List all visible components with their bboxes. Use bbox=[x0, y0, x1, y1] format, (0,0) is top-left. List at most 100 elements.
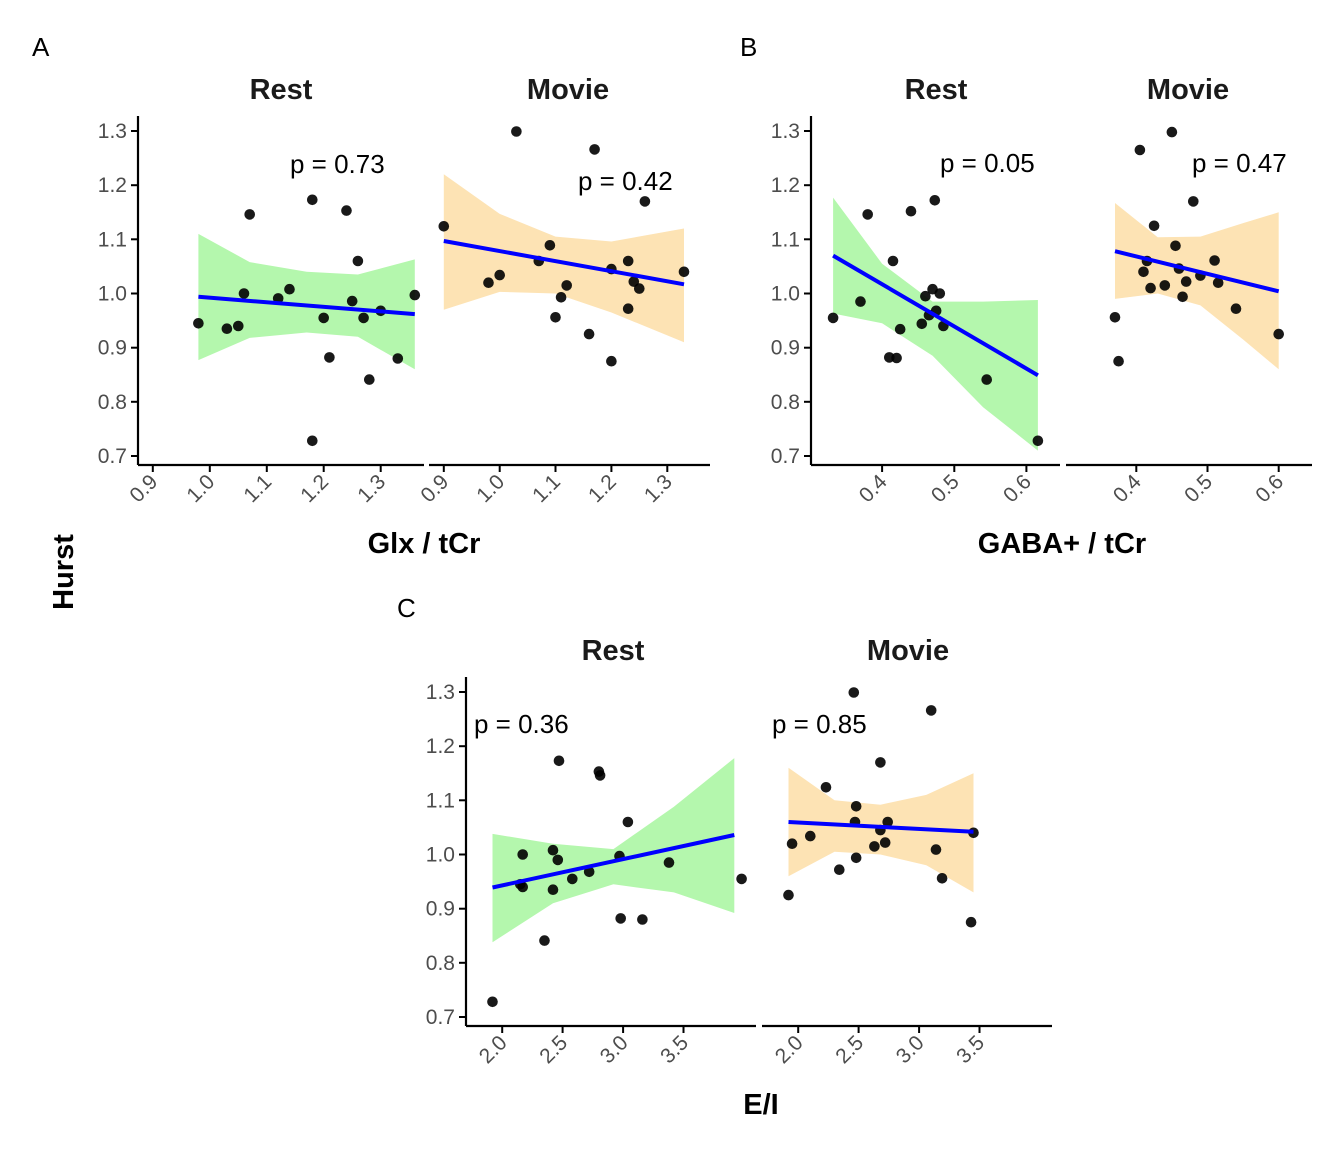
data-point bbox=[639, 196, 651, 207]
data-point bbox=[494, 269, 506, 281]
x-axis-title: GABA+ / tCr bbox=[978, 528, 1146, 560]
regression-line bbox=[492, 833, 735, 890]
y-tick-label: 0.8 bbox=[98, 391, 127, 414]
data-point bbox=[346, 295, 358, 307]
confidence-band bbox=[198, 233, 415, 370]
facet-movie-plot: p = 0.47 0.4 0.5 0.6 bbox=[1066, 126, 1312, 507]
y-tick-label: 0.7 bbox=[771, 445, 800, 468]
data-point bbox=[622, 255, 634, 267]
data-point bbox=[615, 913, 626, 924]
data-point bbox=[1113, 355, 1124, 367]
x-tick-label: 1.3 bbox=[353, 470, 390, 507]
x-tick-label: 0.6 bbox=[1251, 470, 1288, 507]
data-point bbox=[307, 194, 318, 206]
data-point bbox=[887, 255, 899, 267]
confidence-band bbox=[492, 758, 735, 943]
data-point bbox=[882, 816, 893, 828]
data-point bbox=[875, 757, 886, 768]
data-point bbox=[352, 255, 364, 267]
data-point bbox=[678, 266, 690, 278]
x-tick-label: 0.6 bbox=[999, 470, 1036, 507]
data-point bbox=[544, 240, 556, 251]
data-point bbox=[547, 844, 559, 856]
data-point bbox=[934, 288, 946, 299]
y-tick-label: 1.3 bbox=[426, 681, 455, 704]
y-tick-label: 1.1 bbox=[426, 789, 455, 812]
data-point bbox=[1273, 328, 1284, 340]
data-point bbox=[1138, 266, 1149, 278]
data-point bbox=[284, 283, 295, 295]
data-point bbox=[1109, 312, 1121, 323]
data-point bbox=[583, 866, 595, 878]
data-point bbox=[1032, 435, 1044, 447]
data-point bbox=[1212, 277, 1224, 289]
x-tick-label: 1.2 bbox=[584, 470, 621, 507]
panel-c: C Rest Movie E/I p = 0.36 2.0 2.5 3.0 3.5 0.7… bbox=[397, 593, 1052, 1121]
data-point bbox=[594, 770, 606, 781]
data-point bbox=[827, 312, 839, 324]
data-point bbox=[547, 884, 559, 895]
data-point bbox=[894, 323, 906, 335]
confidence-band bbox=[833, 197, 1038, 451]
data-point bbox=[606, 355, 617, 367]
data-point bbox=[307, 435, 318, 447]
x-tick-label: 1.1 bbox=[528, 470, 565, 507]
data-point bbox=[483, 277, 494, 289]
data-point bbox=[318, 312, 330, 324]
y-tick-label: 1.3 bbox=[98, 120, 127, 143]
data-point bbox=[358, 312, 369, 324]
data-point bbox=[930, 844, 942, 855]
regression-line bbox=[443, 239, 685, 287]
regression-line bbox=[198, 294, 415, 317]
data-point bbox=[511, 126, 522, 137]
data-point bbox=[438, 221, 450, 232]
x-tick-label: 1.0 bbox=[472, 470, 509, 507]
data-point bbox=[1177, 291, 1188, 303]
data-point bbox=[1159, 280, 1171, 291]
data-point bbox=[193, 318, 204, 329]
data-point bbox=[561, 280, 572, 291]
data-point bbox=[341, 205, 352, 216]
p-value-label: p = 0.36 bbox=[474, 709, 569, 739]
x-tick-label: 0.4 bbox=[855, 470, 892, 507]
panel-b: B Rest Movie GABA+ / tCr p = 0.05 0.4 0.5 0… bbox=[740, 32, 1312, 560]
y-tick-label: 0.8 bbox=[771, 391, 800, 414]
data-point bbox=[1134, 144, 1146, 156]
data-point bbox=[736, 873, 747, 885]
data-point bbox=[805, 830, 816, 842]
regression-line bbox=[1114, 249, 1280, 294]
facet-strip-rest: Rest bbox=[582, 635, 645, 667]
y-tick-label: 1.0 bbox=[98, 283, 127, 306]
data-point bbox=[589, 144, 600, 155]
panel-a: A Rest Movie Glx / tCr p = 0.73 0.9 1.0 1.1… bbox=[32, 32, 710, 560]
data-point bbox=[1209, 255, 1220, 266]
y-tick-label: 1.0 bbox=[771, 283, 800, 306]
y-tick-label: 1.2 bbox=[426, 735, 455, 758]
data-point bbox=[539, 935, 550, 946]
facet-movie-plot: p = 0.85 2.0 2.5 3.0 3.5 bbox=[762, 687, 1052, 1068]
data-point bbox=[965, 916, 977, 928]
confidence-band bbox=[443, 174, 684, 343]
y-axis-title: Hurst bbox=[48, 534, 80, 610]
x-tick-label: 1.3 bbox=[640, 470, 677, 507]
x-tick-label: 0.5 bbox=[1180, 470, 1217, 507]
p-value-label: p = 0.73 bbox=[290, 149, 385, 179]
data-point bbox=[622, 816, 634, 828]
x-tick-label: 2.0 bbox=[771, 1031, 808, 1068]
confidence-band bbox=[1115, 203, 1279, 370]
data-point bbox=[622, 303, 634, 315]
data-point bbox=[553, 755, 565, 767]
y-tick-label: 0.9 bbox=[426, 898, 455, 921]
x-tick-label: 2.0 bbox=[475, 1031, 512, 1068]
data-point bbox=[550, 312, 561, 323]
data-point bbox=[786, 838, 798, 849]
data-point bbox=[567, 873, 578, 885]
x-tick-label: 1.0 bbox=[182, 470, 219, 507]
data-point bbox=[1230, 303, 1242, 315]
facet-strip-movie: Movie bbox=[867, 635, 949, 667]
data-point bbox=[555, 292, 567, 303]
facet-strip-movie: Movie bbox=[527, 74, 609, 106]
data-point bbox=[783, 889, 794, 901]
x-tick-label: 2.5 bbox=[831, 1031, 868, 1068]
facet-rest-plot: p = 0.05 0.4 0.5 0.6 0.7 0.8 0.9 1.0 1.1 1.2 1.3 bbox=[771, 116, 1060, 507]
